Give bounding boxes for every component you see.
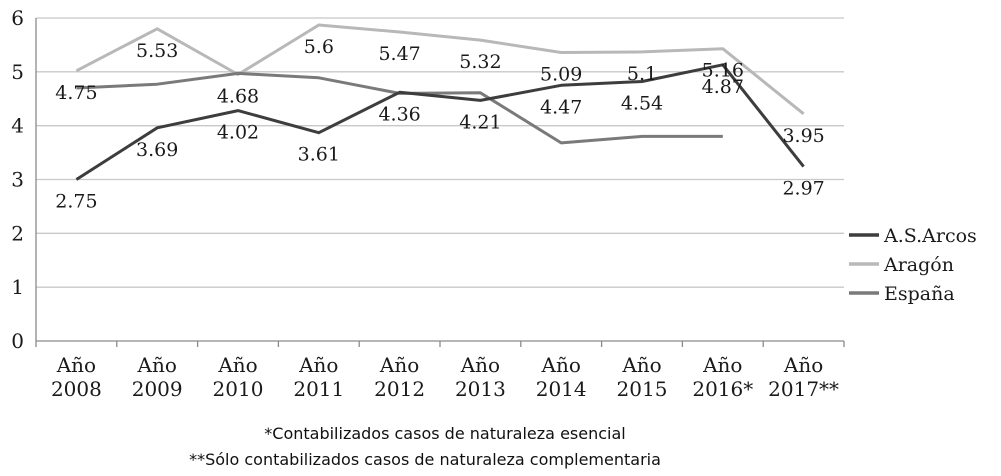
x-tick-label: Año 2017** xyxy=(768,353,839,401)
data-label: 4.68 xyxy=(217,86,259,108)
legend-label: A.S.Arcos xyxy=(883,225,977,247)
x-tick-label: Año 2014 xyxy=(536,353,587,401)
footnote-2: **Sólo contabilizados casos de naturalez… xyxy=(189,450,661,469)
data-label: 3.61 xyxy=(298,144,340,166)
x-tick-label: Año 2008 xyxy=(51,353,102,401)
footnote-1: *Contabilizados casos de naturaleza esen… xyxy=(264,424,625,443)
data-label: 3.69 xyxy=(136,139,178,161)
data-label: 3.95 xyxy=(782,125,824,147)
y-tick-label: 4 xyxy=(11,114,24,138)
x-tick-label: Año 2012 xyxy=(374,353,425,401)
data-label: 5.47 xyxy=(378,43,420,65)
series-line-A.S.Arcos xyxy=(75,63,805,181)
data-label: 5.09 xyxy=(540,63,582,85)
y-tick-label: 3 xyxy=(11,168,24,192)
x-tick-label: Año 2010 xyxy=(213,353,264,401)
series-line-Aragón xyxy=(75,23,805,115)
legend-label: España xyxy=(884,283,955,305)
data-label: 4.87 xyxy=(702,76,744,98)
data-label: 2.75 xyxy=(55,191,97,213)
y-axis-tick-labels: 0 1 2 3 4 5 6 xyxy=(11,6,24,353)
y-tick-label: 6 xyxy=(11,6,24,30)
x-axis-tick-labels: Año 2008 Año 2009 Año 2010 Año 2011 Año 2012 Año 20… xyxy=(51,353,839,401)
data-label: 5.16 xyxy=(702,60,744,82)
y-tick-label: 2 xyxy=(11,221,24,245)
legend-label: Aragón xyxy=(883,254,954,276)
series-lines xyxy=(75,23,805,181)
data-labels: 2.75 3.69 4.02 3.61 4.36 4.21 4.47 4.54 4.87 2.97… xyxy=(55,36,825,213)
y-tick-label: 5 xyxy=(11,60,24,84)
data-label: 4.02 xyxy=(217,122,259,144)
legend: A.S.Arcos Aragón España xyxy=(849,225,977,305)
data-label: 5.6 xyxy=(304,36,334,58)
x-tick-label: Año 2011 xyxy=(293,353,344,401)
data-label: 5.1 xyxy=(627,63,657,85)
data-label: 4.54 xyxy=(621,93,663,115)
data-label: 2.97 xyxy=(782,178,824,200)
data-label: 5.32 xyxy=(459,51,501,73)
x-tick-label: Año 2016* xyxy=(692,353,753,401)
y-tick-label: 0 xyxy=(11,329,24,353)
x-tick-label: Año 2009 xyxy=(132,353,183,401)
data-label: 4.47 xyxy=(540,96,582,118)
x-tick-label: Año 2013 xyxy=(455,353,506,401)
y-tick-label: 1 xyxy=(11,275,24,299)
data-label: 4.21 xyxy=(459,111,501,133)
x-tick-label: Año 2015 xyxy=(617,353,668,401)
data-label: 5.53 xyxy=(136,40,178,62)
data-label: 4.36 xyxy=(378,103,420,125)
data-label: 4.75 xyxy=(55,82,97,104)
